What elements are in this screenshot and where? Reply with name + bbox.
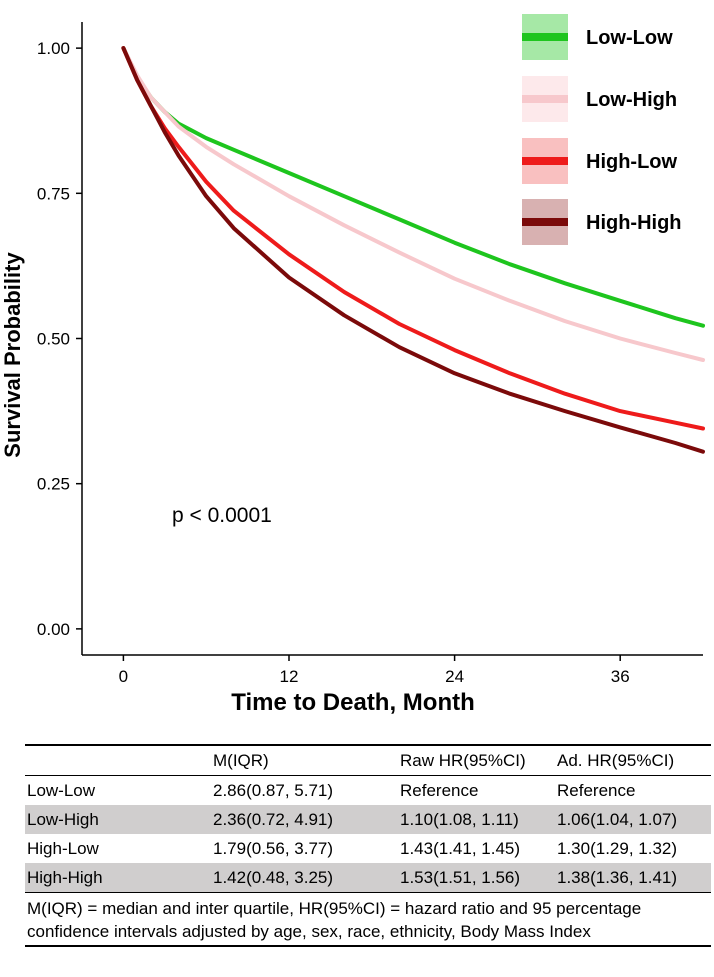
row-group: High-Low [27, 838, 99, 858]
header-adj-hr: Ad. HR(95%CI) [555, 744, 711, 776]
header-raw-hr: Raw HR(95%CI) [398, 744, 555, 776]
hazard-ratio-table: M(IQR) Raw HR(95%CI) Ad. HR(95%CI) Low-L… [25, 744, 711, 947]
row-m-iqr: 1.42(0.48, 3.25) [211, 863, 398, 893]
row-group: High-High [25, 863, 211, 893]
table-row: High-Low 1.79(0.56, 3.77) 1.43(1.41, 1.4… [25, 834, 711, 863]
row-adj-hr: Reference [557, 780, 636, 800]
curves-layer [121, 46, 705, 454]
row-raw-hr: Reference [400, 780, 479, 800]
table-footnote: M(IQR) = median and inter quartile, HR(9… [25, 893, 711, 947]
row-adj-hr: 1.06(1.04, 1.07) [555, 805, 711, 834]
legend-label-high-low: High-Low [586, 151, 678, 173]
y-axis-title: Survival Probability [0, 252, 25, 458]
header-m-iqr: M(IQR) [211, 744, 398, 776]
x-tick-label: 12 [280, 667, 299, 686]
row-m-iqr: 1.79(0.56, 3.77) [213, 838, 334, 858]
table-header-row: M(IQR) Raw HR(95%CI) Ad. HR(95%CI) [25, 744, 711, 776]
row-group: Low-Low [27, 780, 96, 800]
row-m-iqr: 2.36(0.72, 4.91) [211, 805, 398, 834]
x-tick-label: 36 [611, 667, 630, 686]
y-tick-label: 0.00 [37, 620, 70, 639]
x-tick-label: 0 [119, 667, 128, 686]
y-tick-label: 0.50 [37, 330, 70, 349]
row-group: Low-High [25, 805, 211, 834]
y-tick-label: 1.00 [37, 39, 70, 58]
row-adj-hr: 1.30(1.29, 1.32) [557, 838, 678, 858]
row-raw-hr: 1.10(1.08, 1.11) [398, 805, 555, 834]
legend-label-high-high: High-High [586, 212, 682, 234]
table-row: Low-High 2.36(0.72, 4.91) 1.10(1.08, 1.1… [25, 805, 711, 834]
row-raw-hr: 1.43(1.41, 1.45) [400, 838, 521, 858]
p-value-annotation: p < 0.0001 [172, 504, 272, 527]
legend-label-low-low: Low-Low [586, 27, 673, 49]
x-axis-title: Time to Death, Month [231, 689, 475, 716]
table-row: Low-Low 2.86(0.87, 5.71) Reference Refer… [25, 776, 711, 806]
axes-layer: 0.00 0.25 0.50 0.75 1.00 0 12 24 36 [37, 22, 703, 686]
row-raw-hr: 1.53(1.51, 1.56) [398, 863, 555, 893]
legend: Low-Low Low-High High-Low High-High [522, 14, 682, 245]
row-adj-hr: 1.38(1.36, 1.41) [555, 863, 711, 893]
x-tick-label: 24 [445, 667, 464, 686]
legend-label-low-high: Low-High [586, 89, 677, 111]
series-line-low-high [121, 46, 705, 362]
row-m-iqr: 2.86(0.87, 5.71) [213, 780, 334, 800]
y-tick-label: 0.25 [37, 475, 70, 494]
series-line-high-high [121, 46, 705, 454]
y-tick-label: 0.75 [37, 184, 70, 203]
header-group [25, 744, 211, 776]
table-row: High-High 1.42(0.48, 3.25) 1.53(1.51, 1.… [25, 863, 711, 893]
survival-chart: 0.00 0.25 0.50 0.75 1.00 0 12 24 36 Low-Low Low-H… [0, 14, 705, 716]
